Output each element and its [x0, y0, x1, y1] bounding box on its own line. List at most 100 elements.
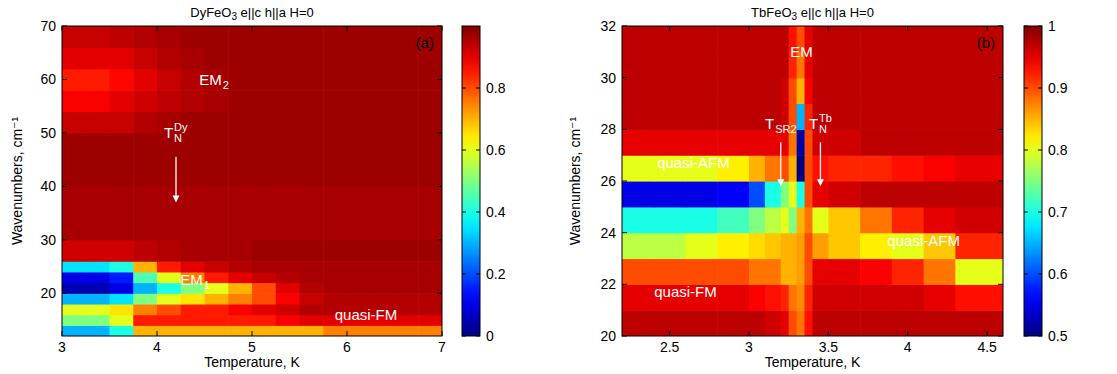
- heat-cell: [110, 112, 134, 134]
- heat-cell: [395, 69, 419, 91]
- colorbar-tick: [1024, 274, 1028, 275]
- heat-cell: [622, 233, 654, 259]
- heat-cell: [717, 310, 749, 336]
- heat-cell: [205, 112, 229, 134]
- annotation-sub: 2: [223, 79, 229, 91]
- heat-cell: [805, 310, 814, 336]
- heat-cell: [805, 207, 814, 233]
- heat-cell: [418, 272, 442, 283]
- heat-cell: [717, 129, 749, 155]
- plot-frame: [62, 26, 442, 336]
- annotation-text: T: [164, 124, 173, 141]
- heat-cell: [797, 129, 806, 155]
- heat-cell: [276, 315, 300, 326]
- colorbar-tick: [1024, 212, 1028, 213]
- heat-cell: [252, 133, 276, 187]
- colorbar-tick: [1038, 336, 1042, 337]
- heat-cell: [133, 304, 157, 315]
- heat-cell: [62, 293, 86, 304]
- heat-cell: [181, 186, 205, 240]
- heat-cell: [781, 78, 790, 104]
- x-tick: [749, 331, 750, 336]
- heat-cell: [62, 112, 86, 134]
- heat-cell: [371, 293, 395, 304]
- heat-cell: [371, 69, 395, 91]
- panel-title: DyFeO3 e||c h||a H=0: [190, 5, 313, 22]
- heat-cell: [276, 240, 300, 262]
- annotation: EM: [790, 43, 813, 60]
- heat-cell: [228, 261, 252, 272]
- y-tick: [622, 181, 627, 182]
- heat-cell: [805, 155, 814, 181]
- heat-cell: [765, 155, 781, 181]
- heat-cell: [323, 26, 347, 48]
- y-tick: [62, 26, 67, 27]
- heat-cell: [749, 78, 765, 104]
- annotation-sub: SR2: [775, 123, 796, 135]
- y-tick-label: 24: [600, 225, 616, 241]
- heat-cell: [395, 293, 419, 304]
- heat-cell: [828, 259, 860, 285]
- annotation: EM1: [180, 271, 210, 291]
- y-tick: [998, 77, 1003, 78]
- heat-cell: [133, 325, 157, 336]
- heat-cell: [276, 133, 300, 187]
- heat-cell: [892, 155, 924, 181]
- heat-cell: [252, 315, 276, 326]
- heat-cell: [860, 181, 892, 207]
- heat-cell: [924, 104, 956, 130]
- heat-cell: [813, 52, 829, 78]
- heat-cell: [686, 233, 718, 259]
- heat-cell: [717, 104, 749, 130]
- heat-cell: [781, 207, 790, 233]
- heat-cell: [133, 315, 157, 326]
- y-tick: [998, 129, 1003, 130]
- heat-cell: [110, 272, 134, 283]
- heat-cell: [276, 293, 300, 304]
- heat-cell: [813, 284, 829, 310]
- heat-cell: [395, 133, 419, 187]
- heat-cell: [157, 304, 181, 315]
- heat-cell: [181, 133, 205, 187]
- heat-cell: [781, 181, 790, 207]
- heat-cell: [300, 261, 324, 272]
- colorbar-tick-label: 0.9: [1048, 80, 1068, 96]
- heat-cell: [654, 310, 686, 336]
- x-tick-label: 2.5: [660, 339, 680, 355]
- heat-cell: [395, 112, 419, 134]
- heat-cell: [133, 293, 157, 304]
- heat-cell: [157, 26, 181, 48]
- heat-cell: [157, 283, 181, 294]
- colorbar-tick: [1024, 88, 1028, 89]
- heat-cell: [347, 69, 371, 91]
- heat-cell: [300, 293, 324, 304]
- heat-cell: [805, 181, 814, 207]
- heat-cell: [828, 155, 860, 181]
- heat-cell: [371, 26, 395, 48]
- heat-cell: [323, 272, 347, 283]
- heat-cell: [789, 181, 798, 207]
- heat-cell: [347, 90, 371, 112]
- heat-cell: [276, 283, 300, 294]
- heat-cell: [371, 90, 395, 112]
- colorbar-tick: [476, 336, 480, 337]
- x-tick: [62, 331, 63, 336]
- heat-cell: [252, 272, 276, 283]
- heat-cell: [181, 26, 205, 48]
- y-tick: [437, 79, 442, 80]
- x-tick: [442, 331, 443, 336]
- colorbar-tick: [1038, 274, 1042, 275]
- heat-cell: [157, 325, 181, 336]
- heat-cell: [797, 207, 806, 233]
- heat-cell: [371, 112, 395, 134]
- heat-cell: [924, 52, 956, 78]
- heat-cell: [813, 207, 829, 233]
- heat-cell: [228, 293, 252, 304]
- y-tick: [62, 186, 67, 187]
- heat-cell: [276, 186, 300, 240]
- y-tick: [437, 132, 442, 133]
- colorbar-tick-label: 0.2: [486, 266, 506, 282]
- heat-cell: [371, 186, 395, 240]
- heat-cell: [252, 325, 276, 336]
- heat-cell: [955, 26, 1003, 52]
